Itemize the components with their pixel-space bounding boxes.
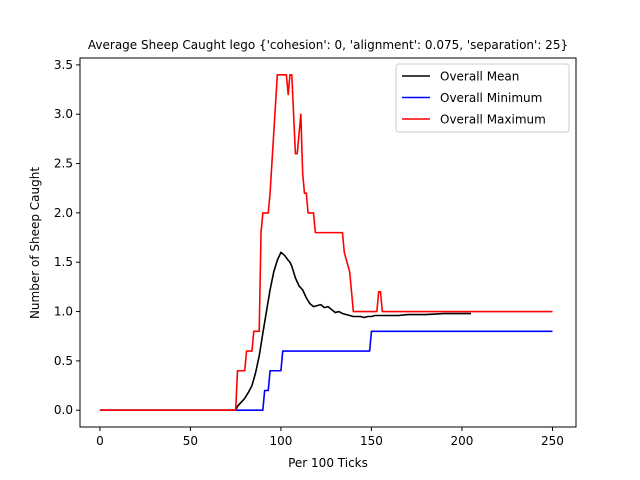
legend-label: Overall Minimum	[440, 91, 542, 105]
y-tick-label: 0.5	[54, 354, 73, 368]
x-tick-label: 150	[360, 434, 383, 448]
legend-label: Overall Maximum	[440, 113, 546, 127]
y-tick-label: 0.0	[54, 403, 73, 417]
x-tick-label: 100	[269, 434, 292, 448]
plot-frame	[79, 57, 577, 428]
y-axis-label: Number of Sheep Caught	[28, 167, 42, 319]
y-tick-label: 3.5	[54, 58, 73, 72]
y-tick-label: 1.0	[54, 305, 73, 319]
y-tick-label: 2.5	[54, 157, 73, 171]
chart-title: Average Sheep Caught lego {'cohesion': 0…	[88, 38, 568, 52]
series-line-overall-mean	[99, 251, 472, 412]
series-line-overall-maximum	[99, 73, 553, 412]
y-axis: 0.0 0.5 1.0 1.5 2.0 2.5 3.0 3.5	[54, 58, 80, 417]
legend-label: Overall Mean	[440, 70, 519, 84]
x-axis-label: Per 100 Ticks	[288, 456, 368, 470]
x-tick-label: 0	[96, 434, 104, 448]
legend: Overall Mean Overall Minimum Overall Maxim…	[395, 63, 570, 133]
x-tick-label: 250	[541, 434, 564, 448]
x-tick-label: 200	[451, 434, 474, 448]
x-axis: 0 50 100 150 200 250	[96, 427, 564, 448]
x-tick-label: 50	[183, 434, 198, 448]
series-line-overall-minimum	[99, 330, 553, 412]
y-tick-label: 1.5	[54, 255, 73, 269]
legend-box	[395, 63, 570, 133]
y-tick-label: 2.0	[54, 206, 73, 220]
y-tick-label: 3.0	[54, 107, 73, 121]
